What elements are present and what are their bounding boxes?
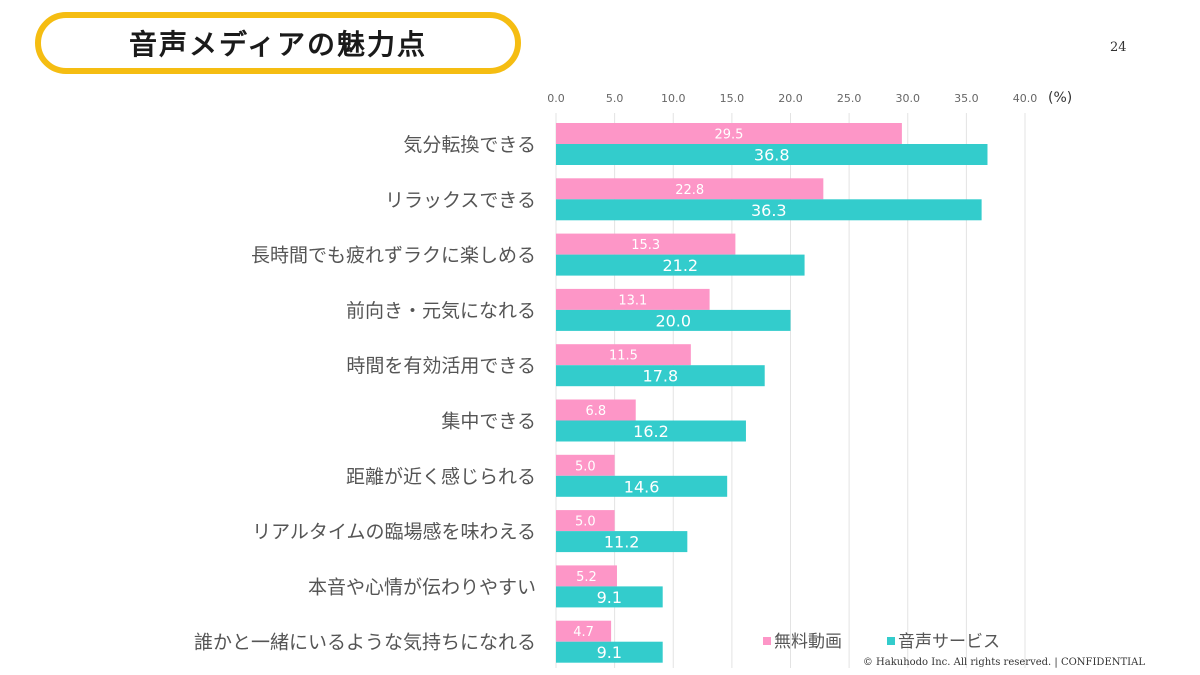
- category-label: 前向き・元気になれる: [346, 300, 536, 322]
- category-label: 気分転換できる: [403, 134, 536, 156]
- bar-free-video: [556, 565, 617, 587]
- category-label: 誰かと一緒にいるような気持ちになれる: [194, 632, 536, 654]
- bar-audio-service: [556, 309, 791, 331]
- data-label: 16.2: [633, 422, 669, 441]
- x-axis-ticks: 0.0 5.0 10.0 15.0 20.0 25.0 30.0 35.0 40.0: [547, 92, 1037, 105]
- bar-free-video: [556, 233, 736, 255]
- data-label: 20.0: [655, 311, 691, 330]
- category-label: リアルタイムの臨場感を味わえる: [252, 521, 536, 543]
- data-label: 4.7: [573, 625, 594, 640]
- bar-audio-service: [556, 586, 663, 608]
- data-label: 9.1: [597, 643, 622, 662]
- data-label: 11.2: [604, 533, 640, 552]
- unit-label: (%): [1048, 90, 1072, 106]
- data-label: 15.3: [631, 238, 660, 253]
- x-tick-label: 20.0: [778, 92, 803, 105]
- data-label: 36.8: [754, 146, 790, 165]
- bar-free-video: [556, 344, 691, 366]
- bar-audio-service: [556, 254, 805, 276]
- data-label: 36.3: [751, 201, 787, 220]
- data-label: 21.2: [662, 256, 698, 275]
- category-label: 集中できる: [441, 411, 536, 433]
- bar-free-video: [556, 510, 615, 532]
- category-label: 長時間でも疲れずラクに楽しめる: [251, 245, 536, 267]
- bar-audio-service: [556, 641, 663, 663]
- data-label: 5.0: [575, 515, 596, 530]
- bar-free-video: [556, 454, 615, 476]
- x-tick-label: 30.0: [896, 92, 921, 105]
- legend-swatch: [887, 637, 895, 645]
- data-label: 9.1: [597, 588, 622, 607]
- data-label: 5.0: [575, 459, 596, 474]
- data-label: 5.2: [576, 570, 597, 585]
- x-tick-label: 25.0: [837, 92, 862, 105]
- data-label: 14.6: [624, 477, 660, 496]
- data-label: 17.8: [643, 367, 679, 386]
- category-labels: 気分転換できるリラックスできる長時間でも疲れずラクに楽しめる前向き・元気になれる…: [194, 134, 536, 654]
- bar-free-video: [556, 399, 636, 421]
- bar-audio-service: [556, 475, 728, 497]
- data-label: 13.1: [618, 293, 647, 308]
- x-tick-label: 40.0: [1013, 92, 1038, 105]
- bars: 29.5 36.8 22.8 36.3 15.321.2 13.1 20.0 11.5 17.8…: [556, 123, 988, 663]
- bar-free-video: [556, 288, 710, 310]
- slide-title-pill: 音声メディアの魅力点: [35, 12, 521, 74]
- x-tick-label: 10.0: [661, 92, 686, 105]
- bar-free-video: [556, 178, 824, 200]
- legend-swatch: [763, 637, 771, 645]
- legend: 無料動画 音声サービス: [763, 632, 1000, 652]
- data-label: 29.5: [714, 128, 743, 143]
- category-label: 本音や心情が伝わりやすい: [308, 576, 536, 598]
- category-label: 距離が近く感じられる: [346, 466, 536, 488]
- data-label: 22.8: [675, 183, 704, 198]
- copyright-footer: © Hakuhodo Inc. All rights reserved. | C…: [862, 657, 1145, 668]
- bar-audio-service: [556, 144, 988, 165]
- bar-audio-service: [556, 365, 765, 387]
- page-number: 24: [1110, 40, 1127, 55]
- bar-audio-service: [556, 199, 982, 221]
- x-tick-label: 35.0: [954, 92, 979, 105]
- x-tick-label: 0.0: [547, 92, 565, 105]
- bar-audio-service: [556, 531, 688, 553]
- x-tick-label: 15.0: [720, 92, 745, 105]
- category-label: リラックスできる: [385, 189, 536, 211]
- category-label: 時間を有効活用できる: [346, 355, 536, 377]
- legend-label: 無料動画: [774, 632, 842, 652]
- slide-title: 音声メディアの魅力点: [128, 28, 428, 61]
- data-label: 6.8: [586, 404, 607, 419]
- data-label: 11.5: [609, 349, 638, 364]
- bar-free-video: [556, 620, 612, 642]
- bar-audio-service: [556, 420, 746, 442]
- bar-free-video: [556, 123, 902, 144]
- x-tick-label: 5.0: [606, 92, 624, 105]
- legend-label: 音声サービス: [898, 632, 1000, 652]
